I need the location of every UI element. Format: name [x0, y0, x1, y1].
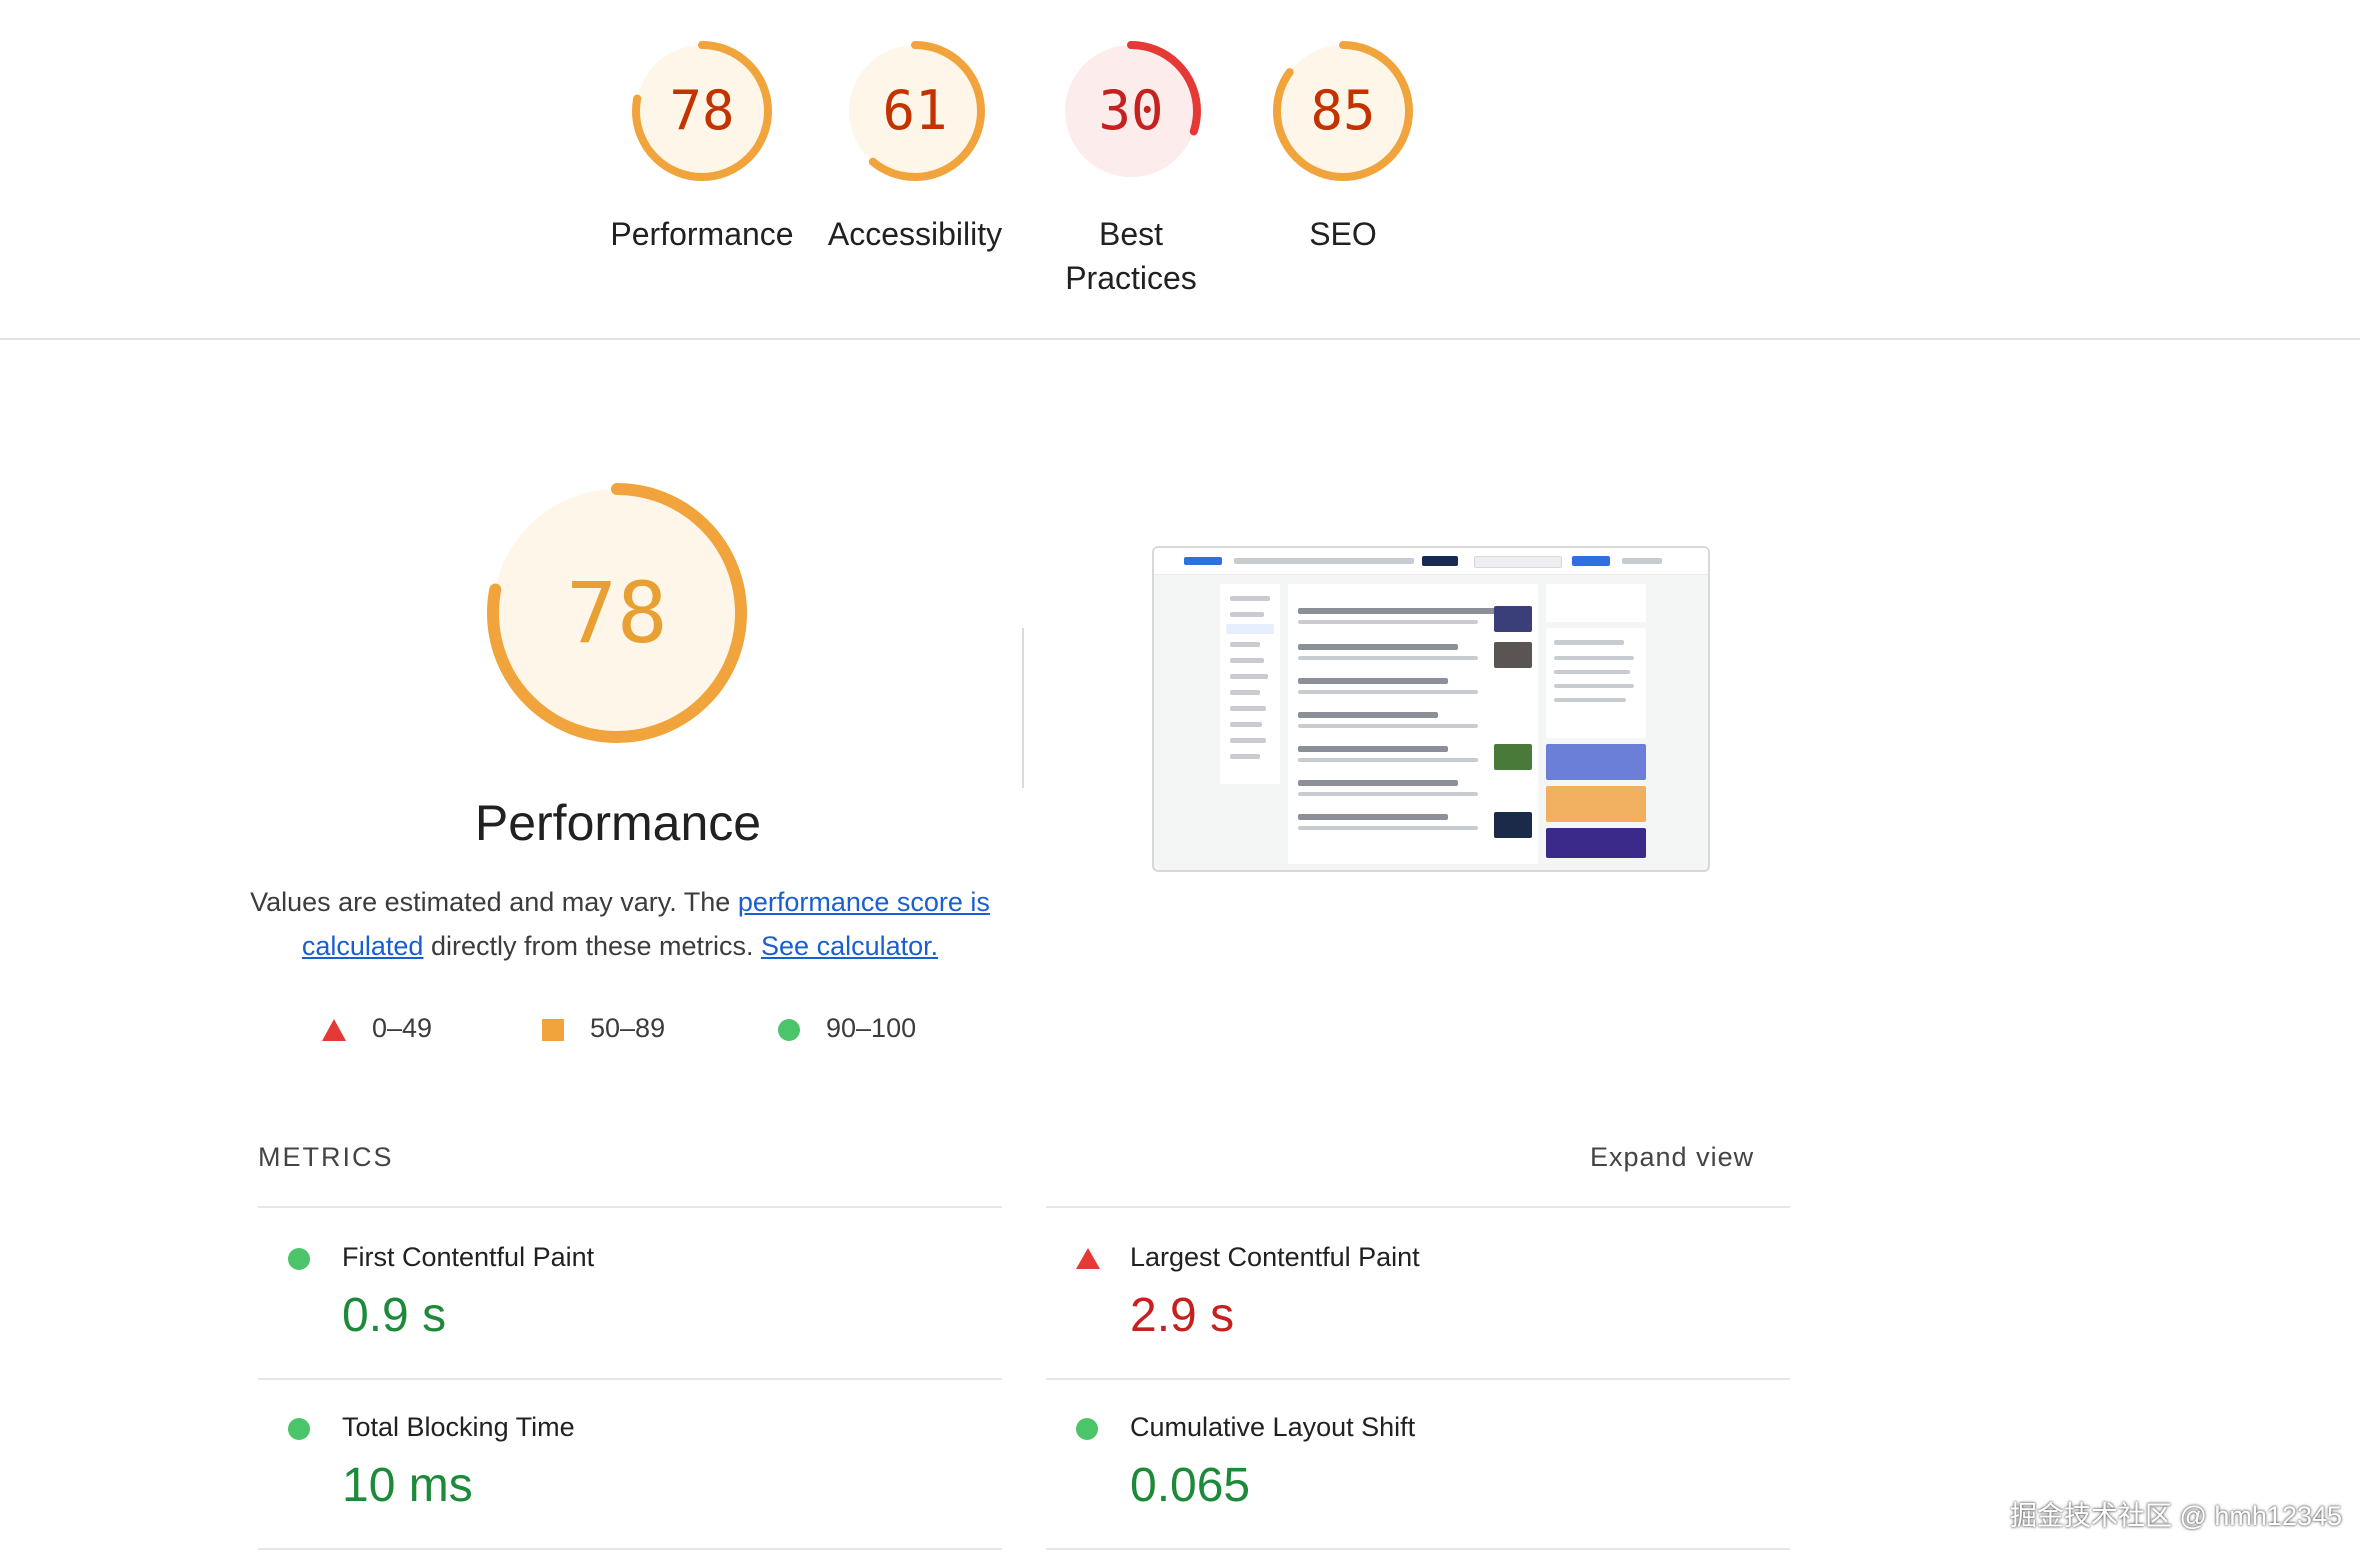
- watermark: 掘金技术社区 @ hmh12345: [2010, 1501, 2343, 1531]
- description-text-middle: directly from these metrics.: [423, 931, 762, 961]
- final-screenshot-thumbnail[interactable]: [1152, 546, 1710, 872]
- gauge-arc-svg: [1061, 41, 1201, 181]
- metric-value: 2.9 s: [1130, 1289, 1235, 1342]
- orange-square-icon: [542, 1018, 564, 1041]
- section-separator: [1022, 628, 1024, 788]
- metric-label: Total Blocking Time: [342, 1412, 575, 1442]
- legend-average: 50–89: [542, 1010, 665, 1046]
- header-divider: [0, 338, 2360, 340]
- gauge-accessibility[interactable]: 61 Accessibility: [815, 36, 1015, 256]
- score-label: Best Practices: [1065, 216, 1197, 296]
- score-value: 85: [1310, 79, 1376, 142]
- fail-triangle-icon: [1076, 1248, 1100, 1269]
- gauge-arc-svg: [1273, 41, 1413, 181]
- gauge-arc-svg: [845, 41, 985, 181]
- metric-label: Cumulative Layout Shift: [1130, 1412, 1416, 1442]
- metric-value: 0.065: [1130, 1459, 1251, 1512]
- score-label: Accessibility: [827, 216, 1003, 252]
- divider: [258, 1378, 1002, 1380]
- see-calculator-link[interactable]: See calculator.: [761, 931, 939, 961]
- performance-score-link[interactable]: performance score is calculated: [301, 887, 990, 961]
- score-label: SEO: [1309, 216, 1377, 252]
- pass-circle-icon: [1076, 1418, 1098, 1440]
- score-ring: 85: [1268, 36, 1418, 186]
- legend-range: 0–49: [372, 1013, 433, 1043]
- gauge-performance[interactable]: 78 Performance: [602, 36, 802, 256]
- performance-big-gauge: 78: [482, 478, 752, 748]
- divider: [1046, 1548, 1790, 1550]
- score-value: 78: [669, 79, 735, 142]
- score-ring: 78: [627, 36, 777, 186]
- pass-circle-icon: [288, 1248, 310, 1270]
- metric-value: 10 ms: [342, 1459, 473, 1512]
- score-label: Performance: [610, 216, 794, 252]
- thumb-nav-bar: [1154, 548, 1708, 575]
- divider: [1046, 1378, 1790, 1380]
- score-ring: 30: [1056, 36, 1206, 186]
- gauge-best-practices[interactable]: 30 Best Practices: [1031, 36, 1231, 300]
- performance-title: Performance: [474, 795, 762, 851]
- metrics-heading: METRICS: [258, 1142, 394, 1172]
- legend-range: 50–89: [590, 1013, 666, 1043]
- divider: [1046, 1206, 1790, 1208]
- metric-label: Largest Contentful Paint: [1130, 1242, 1420, 1272]
- divider: [258, 1548, 1002, 1550]
- metric-value: 0.9 s: [342, 1289, 447, 1342]
- score-ring: 61: [840, 36, 990, 186]
- pass-circle-icon: [288, 1418, 310, 1440]
- expand-view-toggle[interactable]: Expand view: [1590, 1142, 1755, 1172]
- legend-pass: 90–100: [778, 1010, 916, 1046]
- performance-score-value: 78: [566, 564, 668, 662]
- gauge-arc-svg: [632, 41, 772, 181]
- score-value: 61: [882, 79, 948, 142]
- green-circle-icon: [778, 1018, 800, 1041]
- gauge-seo[interactable]: 85 SEO: [1243, 36, 1443, 256]
- performance-description: Values are estimated and may vary. The p…: [250, 880, 990, 968]
- metric-label: First Contentful Paint: [342, 1242, 595, 1272]
- score-value: 30: [1098, 79, 1164, 142]
- legend-range: 90–100: [826, 1013, 917, 1043]
- divider: [258, 1206, 1002, 1208]
- red-triangle-icon: [322, 1018, 346, 1041]
- legend-fail: 0–49: [322, 1010, 432, 1046]
- big-gauge-arc-svg: [487, 483, 747, 743]
- description-text: Values are estimated and may vary. The: [250, 887, 738, 917]
